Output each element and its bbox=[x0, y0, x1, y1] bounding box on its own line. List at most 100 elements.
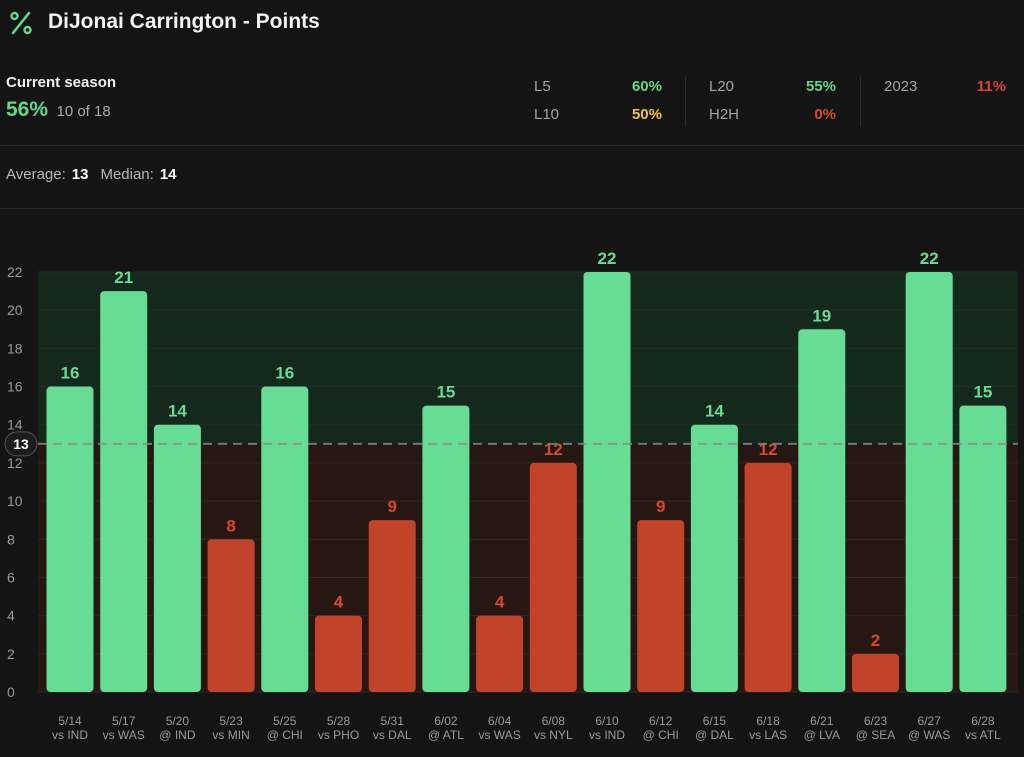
x-tick-opponent: @ CHI bbox=[643, 728, 679, 742]
x-tick-opponent: vs NYL bbox=[534, 728, 573, 742]
bar bbox=[744, 462, 792, 692]
x-tick-date: 6/15 bbox=[703, 714, 727, 728]
current-season-label: Current season bbox=[6, 74, 117, 91]
bar-value-label: 14 bbox=[705, 402, 724, 421]
x-tick-date: 6/10 bbox=[595, 714, 619, 728]
bar bbox=[476, 615, 524, 692]
y-tick-label: 20 bbox=[7, 302, 23, 318]
percent-icon bbox=[10, 11, 32, 35]
bar-value-label: 15 bbox=[973, 383, 992, 402]
y-tick-label: 18 bbox=[7, 340, 23, 356]
y-tick-label: 4 bbox=[7, 608, 15, 624]
x-tick-date: 6/02 bbox=[434, 714, 458, 728]
bar bbox=[261, 386, 309, 692]
bar-value-label: 9 bbox=[656, 497, 665, 516]
bar bbox=[46, 386, 94, 692]
bar-value-label: 2 bbox=[871, 631, 880, 650]
bar bbox=[100, 291, 148, 692]
bar bbox=[798, 329, 846, 692]
bar-value-label: 14 bbox=[168, 402, 187, 421]
x-tick-date: 6/04 bbox=[488, 714, 512, 728]
stat-2023-value: 11% bbox=[976, 78, 1006, 95]
y-tick-label: 12 bbox=[7, 455, 23, 471]
bar-value-label: 22 bbox=[598, 249, 617, 268]
divider bbox=[0, 208, 1024, 209]
stat-2023-label: 2023 bbox=[884, 78, 918, 95]
stat-l10-label: L10 bbox=[534, 106, 560, 123]
bar bbox=[637, 520, 685, 692]
x-tick-opponent: vs IND bbox=[52, 728, 88, 742]
over-zone bbox=[38, 272, 1018, 444]
page-title: DiJonai Carrington - Points bbox=[48, 10, 320, 33]
bar bbox=[368, 520, 416, 692]
stat-l5-value: 60% bbox=[631, 78, 662, 95]
stat-h2h-label: H2H bbox=[709, 106, 740, 123]
x-tick-date: 6/23 bbox=[864, 714, 888, 728]
average-value: 13 bbox=[71, 166, 89, 183]
stats-divider bbox=[685, 76, 686, 126]
x-tick-date: 5/28 bbox=[327, 714, 351, 728]
x-tick-opponent: vs LAS bbox=[749, 728, 787, 742]
x-tick-opponent: vs DAL bbox=[373, 728, 412, 742]
bar-value-label: 16 bbox=[61, 364, 80, 383]
threshold-badge bbox=[4, 431, 38, 457]
x-tick-opponent: vs IND bbox=[589, 728, 625, 742]
bar-value-label: 16 bbox=[275, 364, 294, 383]
median-label: Median: bbox=[100, 166, 154, 183]
stats-divider bbox=[860, 76, 861, 126]
bar-value-label: 4 bbox=[495, 593, 505, 612]
y-tick-label: 2 bbox=[7, 646, 15, 662]
x-tick-date: 5/25 bbox=[273, 714, 297, 728]
divider bbox=[0, 145, 1024, 146]
y-tick-label: 8 bbox=[7, 531, 15, 547]
bar-value-label: 12 bbox=[544, 440, 563, 459]
x-tick-date: 5/14 bbox=[58, 714, 82, 728]
bar bbox=[852, 653, 899, 692]
x-tick-date: 5/23 bbox=[219, 714, 243, 728]
x-tick-date: 5/31 bbox=[381, 714, 405, 728]
bar-value-label: 21 bbox=[114, 268, 133, 287]
x-tick-opponent: @ SEA bbox=[856, 728, 896, 742]
x-tick-opponent: @ CHI bbox=[267, 728, 303, 742]
x-tick-opponent: @ ATL bbox=[428, 728, 464, 742]
x-tick-opponent: vs WAS bbox=[103, 728, 145, 742]
y-tick-label: 22 bbox=[7, 264, 23, 280]
x-tick-opponent: @ DAL bbox=[695, 728, 734, 742]
season-hit-fraction: 10 of 18 bbox=[56, 103, 111, 120]
x-tick-date: 6/18 bbox=[756, 714, 780, 728]
bar bbox=[690, 424, 738, 692]
bar-value-label: 4 bbox=[334, 593, 344, 612]
stat-l5-label: L5 bbox=[534, 78, 551, 95]
x-tick-date: 5/17 bbox=[112, 714, 136, 728]
stat-l10-value: 50% bbox=[631, 106, 662, 123]
bar-value-label: 12 bbox=[759, 440, 778, 459]
bar-value-label: 15 bbox=[436, 383, 455, 402]
bar-value-label: 19 bbox=[812, 306, 831, 325]
average-median-summary: Average: 13 Median: 14 bbox=[6, 166, 189, 183]
bar bbox=[583, 272, 631, 692]
x-tick-date: 6/12 bbox=[649, 714, 673, 728]
stat-h2h-value: 0% bbox=[814, 106, 836, 123]
bar bbox=[959, 405, 1007, 692]
stat-l20-value: 55% bbox=[805, 78, 836, 95]
x-tick-date: 5/20 bbox=[166, 714, 190, 728]
bar-value-label: 9 bbox=[387, 497, 396, 516]
header: DiJonai Carrington - Points bbox=[0, 0, 1024, 46]
bar bbox=[207, 539, 255, 692]
x-tick-date: 6/28 bbox=[971, 714, 995, 728]
x-tick-opponent: vs PHO bbox=[318, 728, 359, 742]
bar bbox=[153, 424, 201, 692]
threshold-badge-label: 13 bbox=[13, 436, 29, 452]
average-label: Average: bbox=[6, 166, 66, 183]
bar bbox=[422, 405, 470, 692]
current-season-panel: Current season 56% 10 of 18 bbox=[6, 74, 116, 122]
x-tick-date: 6/21 bbox=[810, 714, 834, 728]
y-tick-label: 14 bbox=[7, 417, 23, 433]
under-zone bbox=[38, 443, 1018, 692]
x-tick-date: 6/08 bbox=[542, 714, 566, 728]
y-tick-label: 6 bbox=[7, 569, 15, 585]
bar bbox=[529, 462, 577, 692]
y-tick-label: 16 bbox=[7, 379, 23, 395]
median-value: 14 bbox=[159, 166, 177, 183]
